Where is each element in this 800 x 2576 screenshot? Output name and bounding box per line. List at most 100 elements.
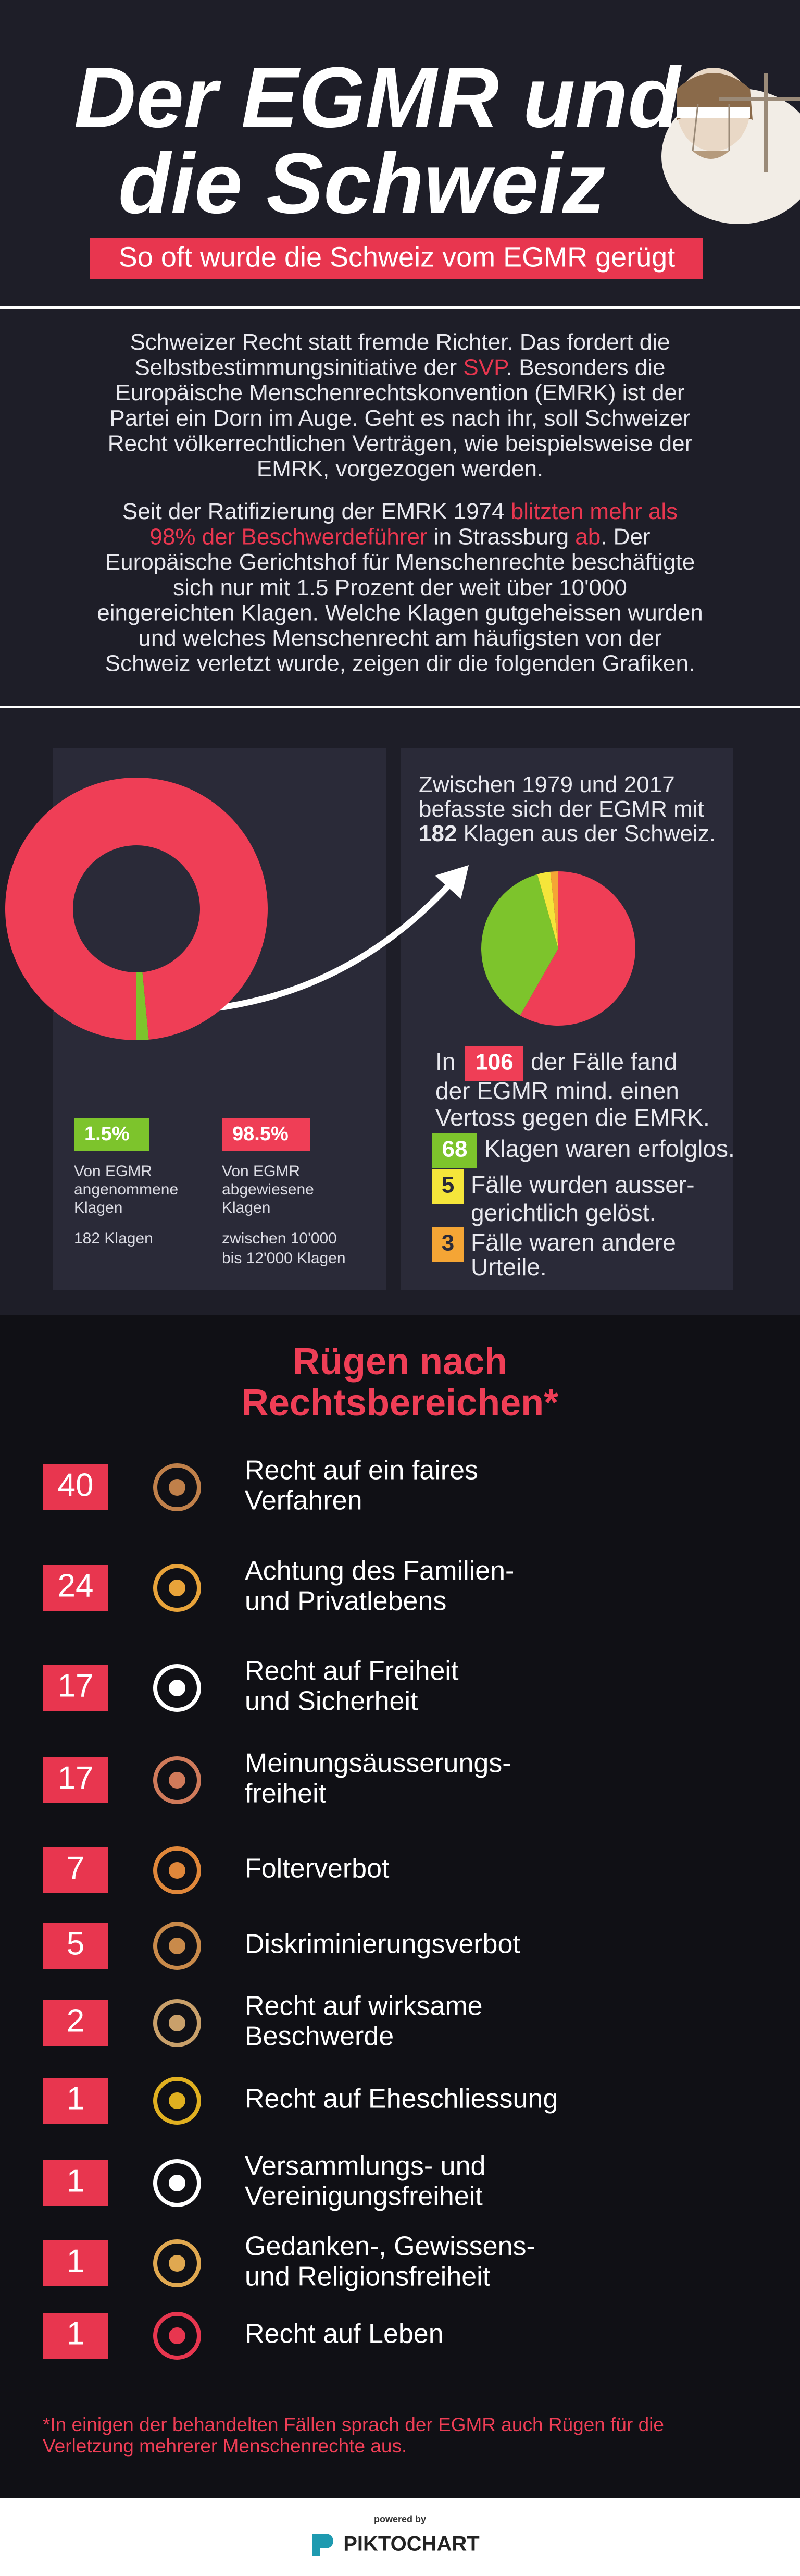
count-box (43, 2078, 108, 2124)
text-run: Europäische Gerichtshof für Menschenrech… (105, 549, 695, 575)
pie-intro: 182 Klagen aus der Schweiz. (419, 821, 716, 846)
icon (153, 1846, 201, 1894)
icon (153, 2239, 201, 2287)
text-run: Zwischen 1979 und 2017 (419, 772, 675, 797)
count: 1 (67, 2243, 84, 2279)
donut-slice (5, 778, 268, 1041)
section-title: Rügen nach (293, 1341, 507, 1383)
intro-text: Schweiz verletzt wurde, zeigen dir die f… (105, 650, 695, 676)
text-run: SVP (463, 354, 508, 380)
count: 1 (67, 2080, 84, 2116)
text-run: Recht völkerrechtlichen Verträgen, wie b… (108, 430, 693, 456)
count-box (43, 1757, 108, 1803)
count-box (43, 1565, 108, 1611)
count-box (43, 2160, 108, 2206)
legend-box (432, 1227, 464, 1262)
count: 5 (67, 1926, 84, 1962)
donut-slice (136, 972, 149, 1040)
legend-box (465, 1046, 523, 1081)
brand-logo (312, 2534, 333, 2556)
icon (169, 2327, 185, 2344)
icon (153, 2159, 201, 2207)
intro-text: Seit der Ratifizierung der EMRK 1974 bli… (122, 499, 678, 524)
legend-label: abgewiesene (222, 1181, 314, 1198)
icon (169, 1938, 185, 1954)
intro-text: Europäische Gerichtshof für Menschenrech… (105, 549, 695, 575)
text-run: Schweizer Recht statt fremde Richter. Da… (130, 329, 670, 355)
legend-box (222, 1118, 310, 1151)
value-label: 98.5% (232, 1123, 289, 1145)
intro-text: Europäische Menschenrechtskonvention (EM… (115, 380, 684, 405)
ranking-label: Achtung des Familien- (245, 1556, 514, 1586)
count-box (43, 1665, 108, 1711)
ranking-label: Folterverbot (245, 1854, 390, 1884)
legend-value: 106 (475, 1050, 513, 1075)
text-run: . Der (601, 524, 650, 549)
count: 7 (67, 1850, 84, 1886)
footer-background (0, 2498, 800, 2576)
title: Der EGMR und (74, 50, 682, 145)
legend-label: Von EGMR (74, 1163, 152, 1180)
text-run: Klagen aus der Schweiz. (457, 821, 716, 846)
intro-text: Schweizer Recht statt fremde Richter. Da… (130, 329, 670, 355)
intro-text: sich nur mit 1.5 Prozent der weit über 1… (173, 574, 627, 600)
ranking-label: Diskriminierungsverbot (245, 1929, 520, 1959)
icon (169, 2015, 185, 2031)
ranking-label: Meinungsäusserungs- (245, 1748, 511, 1779)
ranking-label: Recht auf Freiheit (245, 1656, 459, 1686)
legend-box (432, 1169, 464, 1204)
bottom-background (0, 1315, 800, 2498)
justice-illustration (661, 68, 800, 224)
text-run: . Besonders die (506, 354, 666, 380)
legend-label: Von EGMR (222, 1163, 300, 1180)
powered-by: powered by (374, 2514, 426, 2524)
pie-intro: Zwischen 1979 und 2017 (419, 772, 675, 797)
intro-text: Selbstbestimmungsinitiative der SVP. Bes… (134, 354, 665, 380)
legend-note: bis 12'000 Klagen (222, 1250, 346, 1267)
legend-label: der Fälle fand (531, 1048, 677, 1075)
legend-value: 5 (442, 1173, 454, 1198)
count: 2 (67, 2003, 84, 2039)
legend-value: 68 (442, 1137, 468, 1162)
count: 40 (58, 1467, 94, 1503)
icon (169, 1772, 185, 1789)
count-box (43, 1464, 108, 1510)
legend-label: Klagen waren erfolglos. (484, 1135, 735, 1162)
icon (153, 1564, 201, 1612)
value-label: 1.5% (84, 1123, 130, 1145)
pie-slice (537, 871, 558, 948)
icon (153, 1463, 201, 1511)
icon (153, 1922, 201, 1970)
ranking-label: Gedanken-, Gewissens- (245, 2232, 535, 2262)
legend-note: zwischen 10'000 (222, 1230, 337, 1247)
count: 1 (67, 2315, 84, 2351)
legend-value: 3 (442, 1230, 454, 1256)
text-run: Partei ein Dorn im Auge. Geht es nach ih… (109, 405, 690, 430)
count-box (43, 2000, 108, 2046)
text-run: sich nur mit 1.5 Prozent der weit über 1… (173, 574, 627, 600)
count-box (43, 1847, 108, 1893)
ranking-label: und Religionsfreiheit (245, 2262, 491, 2292)
text-run: und welches Menschenrecht am häufigsten … (138, 625, 661, 651)
text-run: EMRK, vorgezogen werden. (257, 456, 543, 482)
text-run: Selbstbestimmungsinitiative der (134, 354, 463, 380)
icon (169, 2092, 185, 2109)
pie-slice (550, 871, 558, 948)
intro-text: eingereichten Klagen. Welche Klagen gutg… (97, 600, 703, 625)
legend-label: Fälle waren andere (471, 1229, 676, 1256)
footnote: *In einigen der behandelten Fällen sprac… (43, 2414, 664, 2435)
ranking-label: Vereinigungsfreiheit (245, 2181, 483, 2212)
text-run: 98% der Beschwerdeführer (149, 524, 427, 549)
count: 17 (58, 1760, 94, 1796)
text-run: 182 (419, 821, 457, 846)
text-run: Europäische Menschenrechtskonvention (EM… (115, 380, 684, 405)
pie-slice (481, 874, 558, 1016)
text-run: Schweiz verletzt wurde, zeigen dir die f… (105, 650, 695, 676)
intro-text: Partei ein Dorn im Auge. Geht es nach ih… (109, 405, 690, 430)
legend-label: Vertoss gegen die EMRK. (435, 1104, 710, 1131)
footnote: Verletzung mehrerer Menschenrechte aus. (43, 2435, 407, 2457)
legend-label: Klagen (222, 1199, 270, 1216)
text-run: Seit der Ratifizierung der EMRK 1974 (122, 499, 511, 524)
